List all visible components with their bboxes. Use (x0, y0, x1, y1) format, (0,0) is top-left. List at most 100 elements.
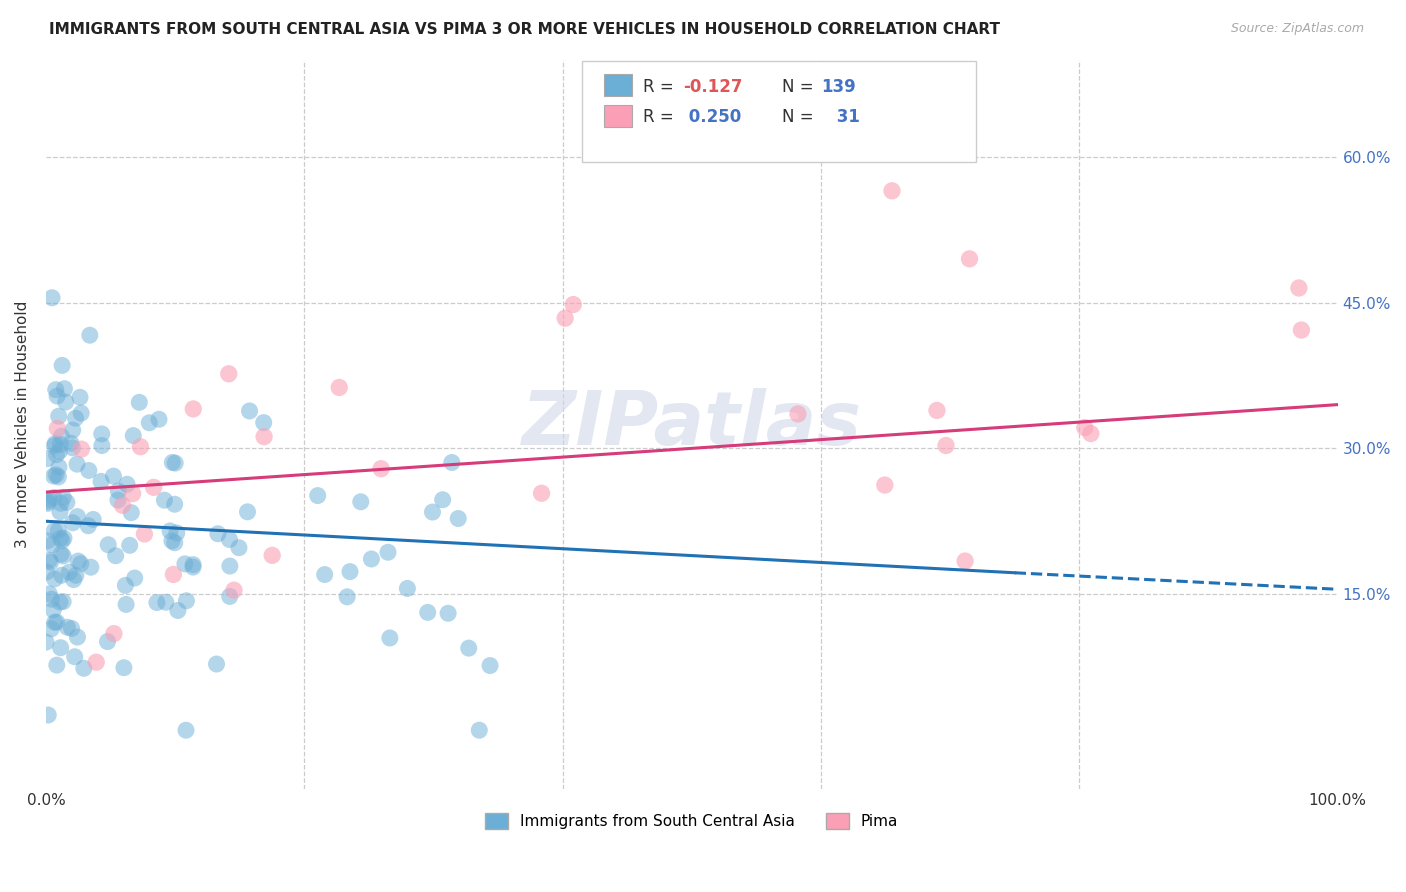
Point (307, 489, 329, 503)
Point (174, 723, 197, 738)
Point (953, 554, 976, 568)
Point (46, 421, 69, 435)
Point (44, 436, 66, 450)
Point (70, 406, 93, 420)
Point (181, 401, 204, 416)
Point (49, 531, 72, 545)
Point (56, 495, 79, 509)
Point (155, 595, 177, 609)
Point (120, 506, 142, 520)
Text: 139: 139 (821, 78, 856, 95)
Point (35, 565, 58, 579)
Point (314, 567, 336, 582)
Point (162, 455, 184, 469)
Point (97, 538, 120, 552)
Point (165, 456, 187, 470)
Point (79, 328, 101, 343)
Point (96, 634, 118, 648)
Point (134, 527, 156, 541)
Point (554, 311, 576, 326)
Point (44, 572, 66, 586)
Point (38, 492, 60, 507)
Point (51, 533, 73, 548)
Point (253, 416, 276, 430)
Point (90, 426, 112, 441)
Point (121, 486, 143, 500)
Point (62, 573, 84, 587)
Point (84, 655, 107, 669)
Point (378, 631, 401, 645)
Point (181, 558, 204, 572)
Point (935, 438, 957, 452)
Point (48, 523, 70, 537)
Point (45, 658, 67, 673)
Point (160, 533, 183, 548)
Text: ZIPatlas: ZIPatlas (522, 387, 862, 460)
Point (162, 567, 184, 582)
Point (48, 409, 70, 424)
Point (222, 583, 245, 598)
Point (205, 657, 228, 671)
Point (37, 533, 59, 548)
Point (66, 457, 89, 471)
Point (1291, 323, 1313, 337)
Point (90, 475, 112, 489)
Point (37, 708, 59, 723)
Point (218, 533, 240, 547)
Text: N =: N = (782, 78, 820, 95)
Point (218, 559, 240, 574)
Point (370, 461, 392, 475)
Point (262, 549, 284, 563)
Point (530, 486, 553, 500)
Point (468, 723, 491, 738)
Point (236, 505, 259, 519)
Point (432, 492, 454, 507)
Point (253, 430, 276, 444)
Point (146, 596, 169, 610)
Point (562, 297, 585, 311)
Point (38, 587, 60, 601)
Point (35, 635, 58, 649)
Point (60, 441, 83, 455)
Point (174, 557, 197, 571)
Point (218, 590, 240, 604)
Point (49, 505, 72, 519)
Point (103, 626, 125, 640)
FancyBboxPatch shape (605, 74, 633, 96)
Point (67, 554, 90, 568)
Point (115, 598, 138, 612)
Point (66, 630, 89, 644)
FancyBboxPatch shape (605, 104, 633, 127)
Point (167, 603, 190, 617)
Point (1288, 281, 1310, 295)
Point (44, 615, 66, 630)
Text: 31: 31 (831, 109, 860, 127)
Point (107, 493, 129, 508)
Point (41, 538, 63, 552)
Point (39, 622, 62, 636)
Point (207, 526, 229, 541)
Point (111, 499, 134, 513)
Point (163, 497, 186, 511)
Point (336, 590, 359, 604)
Point (90, 438, 112, 452)
Point (45, 383, 67, 397)
Point (1074, 420, 1097, 434)
Point (339, 565, 361, 579)
Point (107, 483, 129, 498)
Point (48, 444, 70, 458)
Point (62, 423, 84, 437)
Point (44, 524, 66, 538)
Point (49, 437, 72, 451)
Point (163, 535, 186, 549)
Point (103, 469, 125, 483)
Point (396, 582, 419, 596)
Point (787, 407, 810, 421)
Point (238, 404, 260, 418)
Point (37, 451, 59, 466)
Point (447, 511, 470, 525)
Point (122, 428, 145, 442)
Point (880, 184, 903, 198)
Point (153, 493, 176, 508)
Point (350, 495, 373, 509)
